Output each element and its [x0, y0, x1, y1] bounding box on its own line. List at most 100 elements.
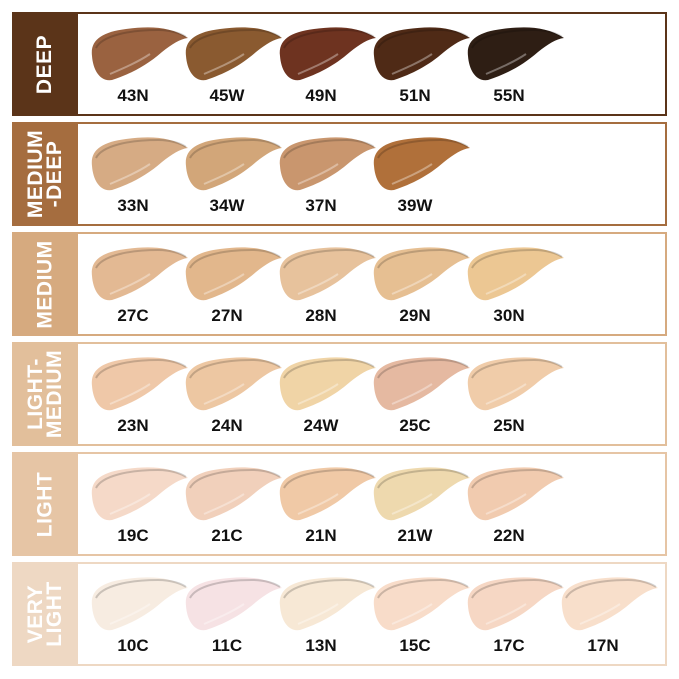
swatch-smear [373, 467, 470, 521]
swatch-smear [373, 27, 470, 81]
shade-swatch: 55N [464, 22, 568, 112]
swatch-smear [373, 247, 470, 301]
shade-code: 43N [117, 86, 149, 105]
shade-code: 13N [305, 636, 337, 655]
swatch-smear [279, 247, 376, 301]
swatch-smear [467, 577, 564, 631]
shade-group-row: LIGHT- MEDIUM 23N 24N 24W 25C 25N [12, 342, 667, 446]
swatch-smear [185, 137, 282, 191]
swatch-smear [185, 577, 282, 631]
swatch-smear [467, 467, 564, 521]
group-label-tab: LIGHT- MEDIUM [12, 342, 78, 446]
shade-code: 39W [397, 196, 433, 215]
shade-code: 51N [399, 86, 431, 105]
swatch-smear [279, 357, 376, 411]
swatch-smear [467, 247, 564, 301]
shade-code: 27C [117, 306, 149, 325]
shade-code: 28N [305, 306, 337, 325]
group-label-tab: LIGHT [12, 452, 78, 556]
shade-swatch: 28N [276, 242, 380, 332]
shade-code: 10C [117, 636, 149, 655]
shade-group-row: DEEP 43N 45W 49N 51N 55N [12, 12, 667, 116]
shade-swatch: 51N [370, 22, 474, 112]
shade-code: 19C [117, 526, 149, 545]
shade-swatch: 24N [182, 352, 286, 442]
swatch-smear [185, 27, 282, 81]
shade-swatch: 25N [464, 352, 568, 442]
shade-swatch: 19C [88, 462, 192, 552]
swatch-smear [91, 137, 188, 191]
shade-swatch: 30N [464, 242, 568, 332]
shade-code: 21N [305, 526, 337, 545]
shade-code: 15C [399, 636, 431, 655]
swatch-smear [467, 27, 564, 81]
shade-code: 25C [399, 416, 431, 435]
shade-code: 37N [305, 196, 337, 215]
swatch-smear [467, 357, 564, 411]
shade-swatch: 33N [88, 132, 192, 222]
shade-group-row: MEDIUM 27C 27N 28N 29N 30N [12, 232, 667, 336]
shade-swatch: 15C [370, 572, 474, 662]
swatch-smear [91, 247, 188, 301]
group-label: DEEP [33, 34, 57, 94]
shade-swatch: 17C [464, 572, 568, 662]
shade-code: 24N [211, 416, 243, 435]
shade-code: 21C [211, 526, 243, 545]
swatch-smear [185, 357, 282, 411]
group-label: LIGHT- MEDIUM [24, 349, 67, 439]
group-label: VERY LIGHT [24, 581, 66, 647]
group-label-tab: DEEP [12, 12, 78, 116]
shade-code: 29N [399, 306, 431, 325]
shade-swatch: 21W [370, 462, 474, 552]
swatch-smear [185, 467, 282, 521]
shade-swatch: 34W [182, 132, 286, 222]
group-label-tab: MEDIUM -DEEP [12, 122, 78, 226]
swatch-smear [185, 247, 282, 301]
shade-swatch: 17N [558, 572, 662, 662]
shade-swatch: 11C [182, 572, 286, 662]
group-label-tab: MEDIUM [12, 232, 78, 336]
shade-swatch: 22N [464, 462, 568, 552]
swatch-smear [91, 577, 188, 631]
swatch-smear [91, 357, 188, 411]
shade-swatch: 45W [182, 22, 286, 112]
shade-swatch: 27C [88, 242, 192, 332]
shade-swatch: 23N [88, 352, 192, 442]
swatch-smear [91, 27, 188, 81]
swatch-smear [561, 577, 658, 631]
shade-code: 17N [587, 636, 619, 655]
group-label: MEDIUM -DEEP [24, 129, 67, 219]
shade-swatch: 21C [182, 462, 286, 552]
shade-code: 33N [117, 196, 149, 215]
shade-code: 21W [397, 526, 433, 545]
shade-code: 27N [211, 306, 243, 325]
swatch-smear [373, 357, 470, 411]
group-label: LIGHT [33, 471, 57, 537]
shade-group-row: VERY LIGHT 10C 11C 13N 15C 17C 17N [12, 562, 667, 666]
shade-swatch: 13N [276, 572, 380, 662]
shade-code: 25N [493, 416, 525, 435]
swatch-smear [373, 137, 470, 191]
group-label: MEDIUM [33, 239, 57, 329]
shade-swatch: 29N [370, 242, 474, 332]
swatch-smear [279, 577, 376, 631]
shade-swatch: 43N [88, 22, 192, 112]
shade-swatch: 37N [276, 132, 380, 222]
shade-swatch: 49N [276, 22, 380, 112]
shade-swatch: 21N [276, 462, 380, 552]
swatch-smear [91, 467, 188, 521]
shade-code: 55N [493, 86, 525, 105]
shade-swatch: 24W [276, 352, 380, 442]
shade-code: 49N [305, 86, 337, 105]
shade-swatch: 25C [370, 352, 474, 442]
shade-code: 34W [209, 196, 245, 215]
group-label-tab: VERY LIGHT [12, 562, 78, 666]
shade-swatch: 27N [182, 242, 286, 332]
swatch-smear [279, 27, 376, 81]
shade-code: 22N [493, 526, 525, 545]
shade-code: 17C [493, 636, 525, 655]
shade-code: 23N [117, 416, 149, 435]
shade-code: 24W [303, 416, 339, 435]
shade-group-row: LIGHT 19C 21C 21N 21W 22N [12, 452, 667, 556]
shade-group-row: MEDIUM -DEEP 33N 34W 37N 39W [12, 122, 667, 226]
